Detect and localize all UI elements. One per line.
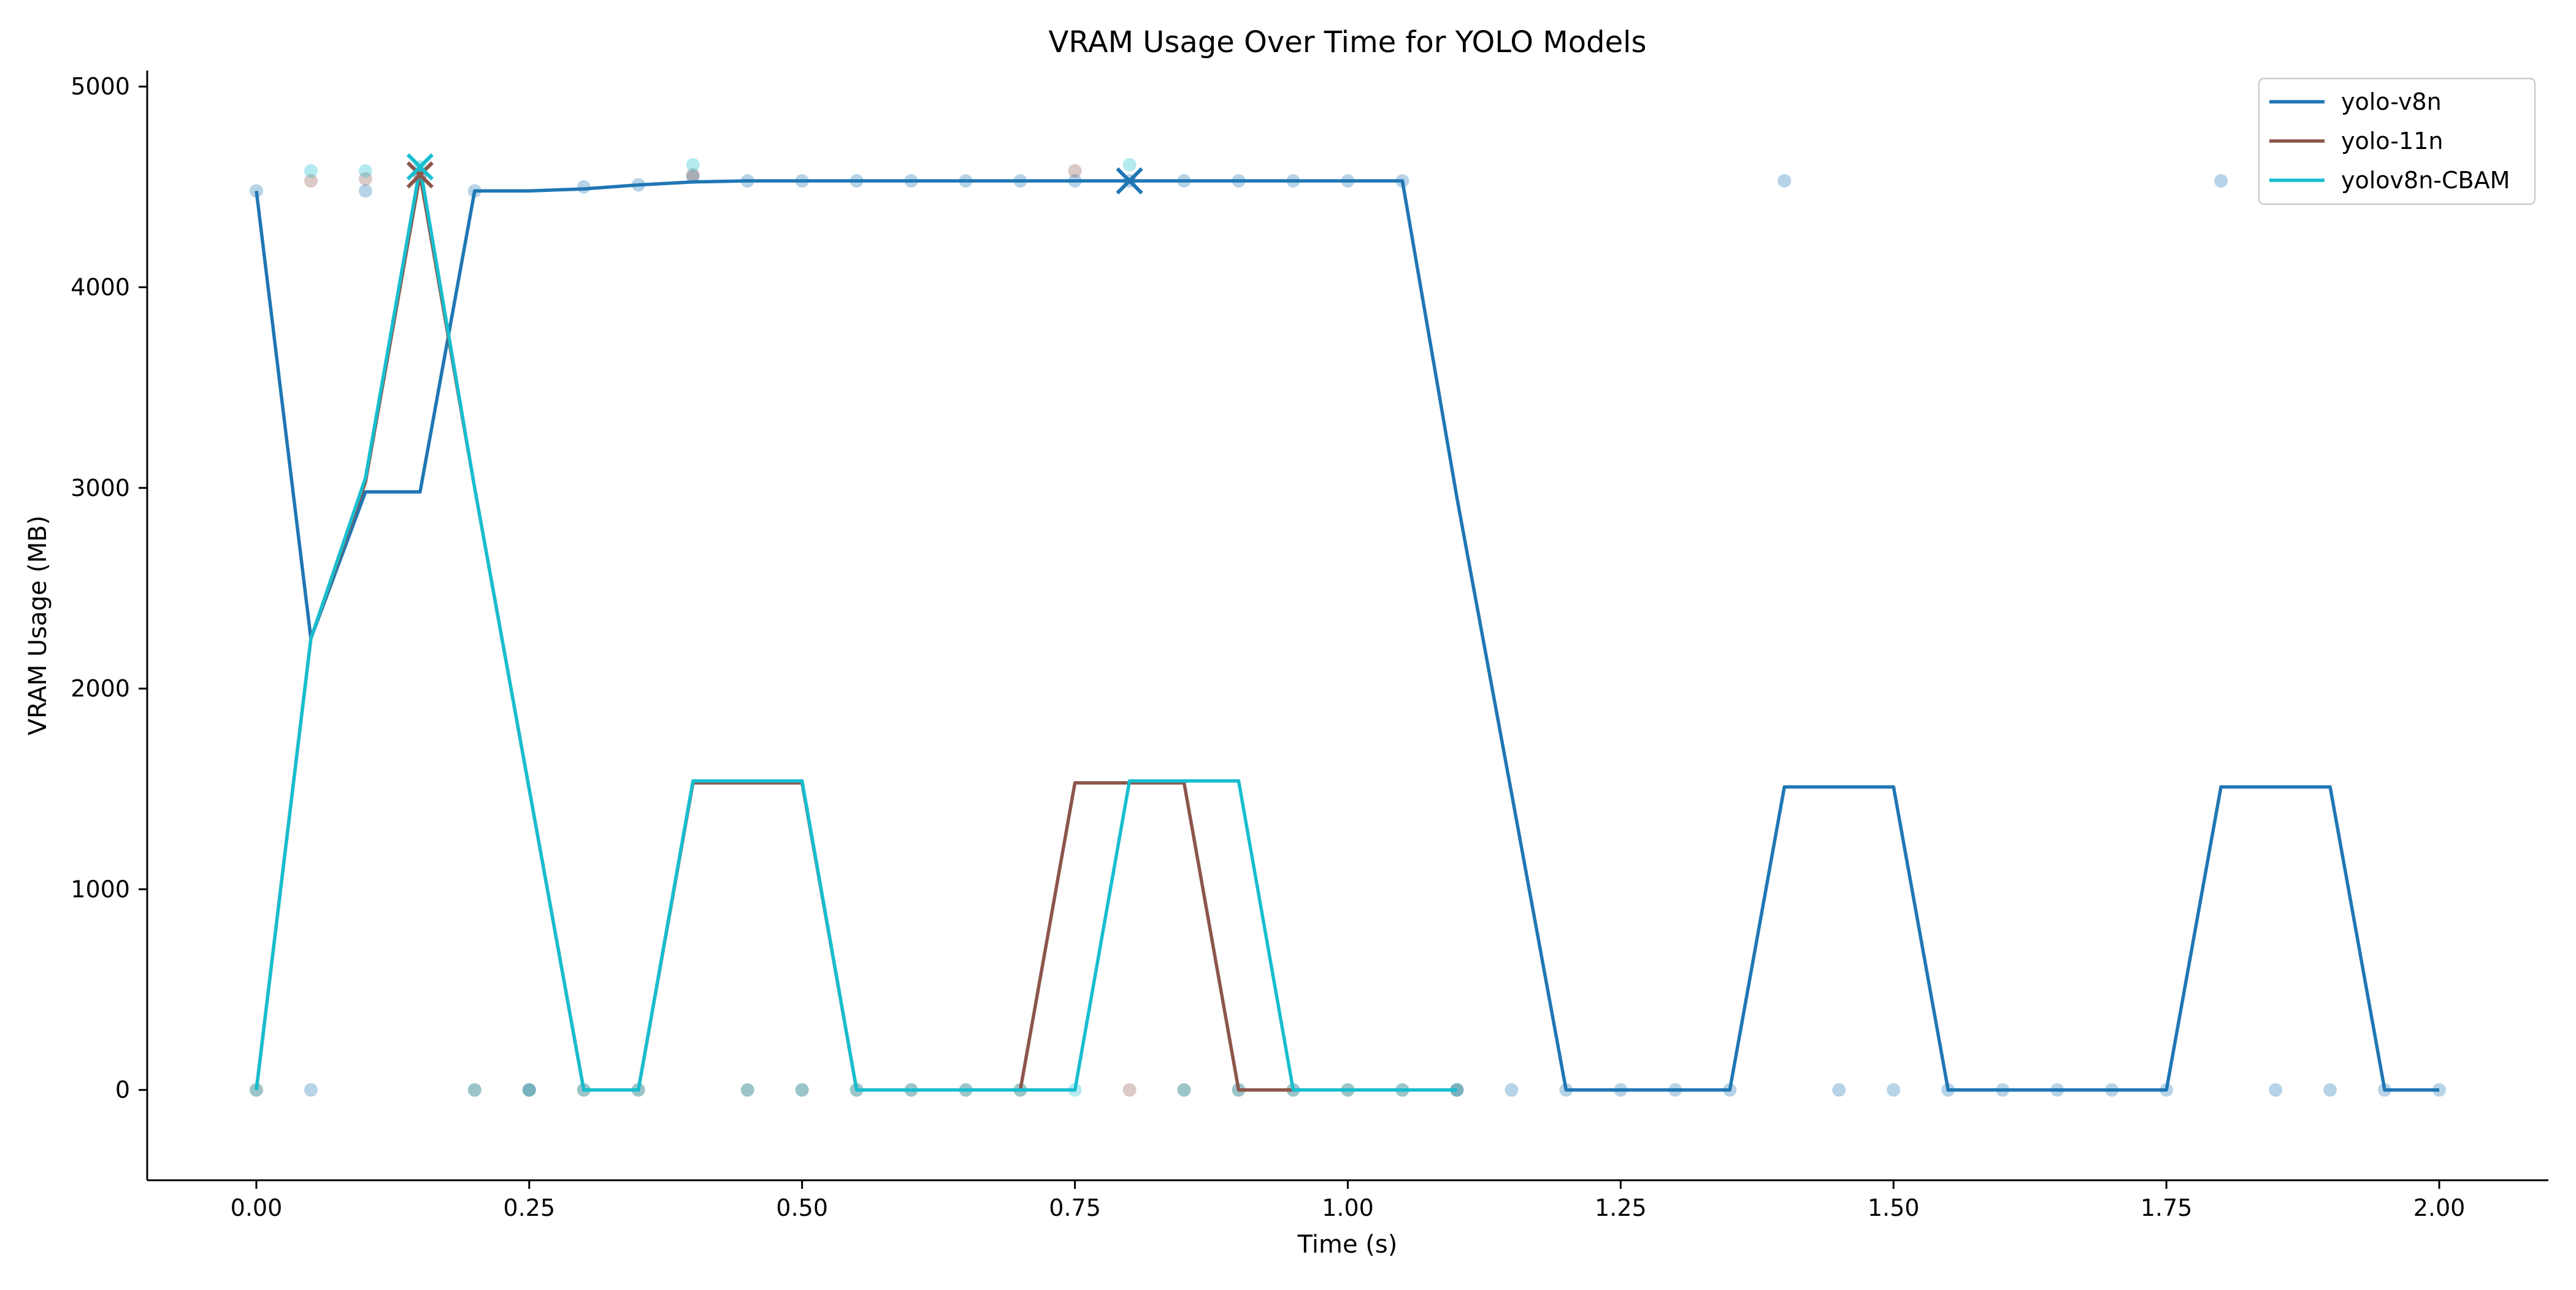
- data-point: [249, 1083, 263, 1097]
- data-point: [795, 1083, 809, 1097]
- data-point: [522, 1083, 536, 1097]
- data-point: [1887, 1083, 1901, 1097]
- y-tick-label: 3000: [71, 475, 130, 502]
- data-point: [2432, 1083, 2447, 1097]
- data-point: [304, 164, 318, 178]
- x-ticks: 0.00 0.25 0.50 0.75 1.00 1.25 1.50 1.75 2.00: [231, 1180, 2466, 1221]
- data-point: [1122, 158, 1137, 172]
- data-point: [1832, 1083, 1846, 1097]
- data-point: [2214, 174, 2228, 188]
- x-tick-label: 1.00: [1322, 1194, 1374, 1221]
- data-point: [522, 1083, 536, 1097]
- data-point: [686, 168, 700, 182]
- peak-marker-yolo-v8n: [1116, 167, 1143, 195]
- data-point: [358, 184, 372, 198]
- data-point: [2269, 1083, 2283, 1097]
- x-tick-label: 2.00: [2413, 1194, 2466, 1221]
- data-point: [1777, 174, 1792, 188]
- legend-label: yolo-v8n: [2341, 88, 2442, 115]
- legend-frame: [2258, 77, 2536, 205]
- data-point: [1068, 164, 1082, 178]
- data-point: [522, 1083, 536, 1097]
- data-point: [740, 1083, 754, 1097]
- x-tick-label: 0.50: [776, 1194, 828, 1221]
- chart-title: VRAM Usage Over Time for YOLO Models: [1049, 25, 1647, 59]
- data-point: [304, 1083, 318, 1097]
- y-tick-label: 0: [115, 1077, 130, 1104]
- data-point: [2323, 1083, 2337, 1097]
- peak-marker-yolo-11n: [406, 161, 434, 189]
- data-point: [249, 1083, 263, 1097]
- x-tick-label: 0.25: [504, 1194, 556, 1221]
- data-point: [467, 1083, 481, 1097]
- y-ticks: 0 1000 2000 3000 4000 5000: [71, 73, 147, 1104]
- legend-label: yolov8n-CBAM: [2341, 167, 2510, 194]
- y-tick-label: 4000: [71, 273, 130, 300]
- data-point: [358, 164, 372, 178]
- y-tick-label: 5000: [71, 73, 130, 100]
- data-point: [358, 172, 372, 186]
- x-tick-label: 0.00: [231, 1194, 283, 1221]
- data-point: [1177, 1083, 1191, 1097]
- x-tick-label: 1.25: [1595, 1194, 1647, 1221]
- data-point: [1177, 1083, 1191, 1097]
- data-point: [795, 1083, 809, 1097]
- data-point: [467, 1083, 481, 1097]
- data-point: [1505, 1083, 1519, 1097]
- peak-layer: [406, 153, 1143, 195]
- data-point: [1122, 1083, 1137, 1097]
- y-tick-label: 1000: [71, 876, 130, 903]
- y-axis-label: VRAM Usage (MB): [24, 516, 52, 736]
- data-point: [304, 174, 318, 188]
- x-axis-label: Time (s): [1297, 1231, 1398, 1259]
- x-tick-label: 1.50: [1868, 1194, 1920, 1221]
- y-tick-label: 2000: [71, 675, 130, 702]
- data-point: [249, 184, 263, 198]
- legend-label: yolo-11n: [2341, 128, 2443, 155]
- x-tick-label: 1.75: [2141, 1194, 2193, 1221]
- data-point: [740, 1083, 754, 1097]
- data-point: [686, 158, 700, 172]
- series-line-yolov8n-CBAM: [255, 165, 1457, 1092]
- legend: yolo-v8n yolo-11n yolov8n-CBAM: [2258, 77, 2536, 205]
- series-line-yolo-v8n: [255, 179, 2439, 1092]
- peak-marker-yolov8n-CBAM: [406, 153, 434, 181]
- line-layer: [255, 165, 2439, 1092]
- x-tick-label: 0.75: [1049, 1194, 1101, 1221]
